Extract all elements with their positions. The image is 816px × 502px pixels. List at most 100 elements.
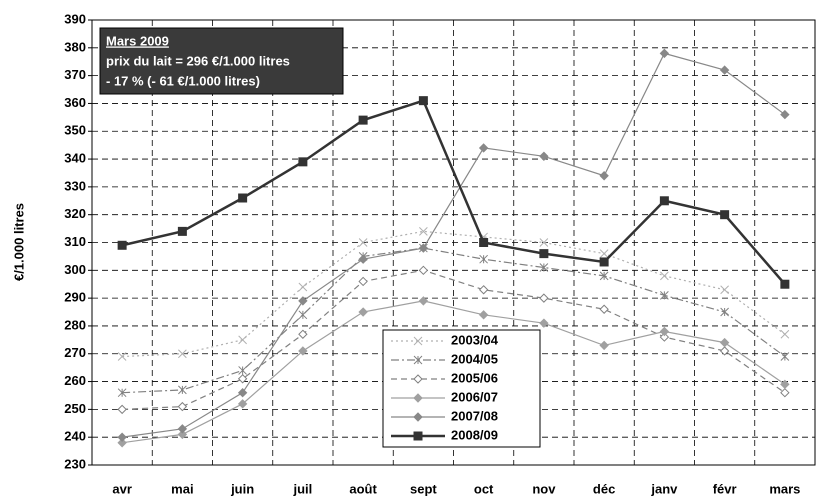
marker	[177, 401, 188, 412]
marker	[660, 290, 669, 300]
marker	[237, 374, 248, 384]
marker	[177, 429, 188, 440]
marker	[238, 335, 247, 345]
legend-label: 2005/06	[451, 370, 498, 385]
legend-label: 2003/04	[451, 332, 499, 347]
annotation-text: prix du lait = 296 €/1.000 litres	[106, 53, 290, 68]
marker	[479, 254, 488, 264]
y-tick-label: 390	[64, 11, 86, 26]
marker	[418, 96, 428, 106]
marker	[117, 352, 127, 361]
x-tick-label: mars	[769, 481, 800, 496]
marker	[298, 157, 308, 167]
marker	[418, 265, 429, 276]
y-tick-label: 240	[64, 429, 86, 444]
x-tick-label: juil	[292, 481, 312, 496]
marker	[238, 193, 248, 203]
marker	[178, 385, 187, 395]
marker	[599, 249, 609, 258]
marker	[479, 238, 489, 247]
marker	[539, 318, 549, 328]
marker	[358, 238, 368, 247]
marker	[478, 285, 489, 295]
marker	[418, 243, 429, 253]
annotation-text: Mars 2009	[106, 33, 169, 48]
y-tick-label: 360	[64, 95, 86, 110]
marker	[659, 196, 669, 206]
marker	[539, 151, 549, 161]
legend-label: 2006/07	[451, 389, 498, 404]
legend-box	[382, 329, 541, 448]
marker	[539, 238, 549, 247]
x-tick-label: nov	[532, 481, 556, 496]
y-tick-label: 370	[64, 67, 86, 82]
marker	[358, 307, 368, 317]
marker	[780, 352, 790, 361]
marker	[599, 340, 609, 351]
marker	[418, 296, 429, 306]
marker	[298, 329, 308, 339]
marker	[177, 226, 187, 236]
marker	[298, 346, 308, 356]
annotation-box	[99, 27, 344, 95]
series-line	[122, 230, 786, 358]
marker	[780, 279, 790, 289]
series-line	[121, 99, 786, 286]
marker	[413, 412, 423, 422]
marker	[413, 431, 423, 441]
y-tick-label: 310	[64, 234, 86, 249]
marker	[599, 271, 609, 281]
marker	[237, 387, 248, 398]
marker	[539, 263, 549, 272]
marker	[358, 276, 368, 287]
marker	[117, 388, 127, 398]
x-tick-label: août	[349, 481, 377, 496]
legend-label: 2004/05	[451, 351, 498, 366]
marker	[539, 293, 549, 303]
marker	[298, 296, 308, 306]
legend-label: 2008/09	[451, 427, 498, 442]
marker	[719, 346, 730, 356]
y-tick-label: 290	[64, 290, 86, 305]
marker	[539, 249, 549, 259]
marker	[599, 171, 609, 181]
x-tick-label: févr	[713, 481, 737, 496]
annotation-text: - 17 % (- 61 €/1.000 litres)	[106, 73, 260, 88]
x-tick-label: mai	[171, 481, 193, 496]
marker	[780, 379, 790, 390]
marker	[237, 399, 248, 409]
marker	[413, 336, 423, 346]
y-tick-label: 280	[64, 317, 86, 332]
y-tick-label: 230	[64, 456, 86, 471]
series-line	[122, 300, 786, 444]
marker	[238, 366, 247, 375]
marker	[720, 210, 730, 220]
marker	[659, 48, 670, 59]
marker	[178, 349, 187, 359]
marker	[719, 337, 730, 348]
marker	[117, 240, 127, 250]
marker	[413, 393, 423, 403]
series-line	[122, 269, 786, 410]
y-tick-label: 250	[64, 401, 86, 416]
x-tick-label: juin	[230, 481, 254, 496]
marker	[413, 374, 423, 384]
marker	[298, 282, 308, 292]
marker	[117, 432, 127, 442]
marker	[599, 257, 609, 267]
y-tick-label: 340	[64, 151, 86, 166]
marker	[660, 271, 669, 281]
marker	[659, 326, 670, 337]
marker	[719, 65, 730, 75]
annotation: Mars 2009 prix du lait = 296 €/1.000 litr…	[99, 27, 344, 95]
x-tick-label: avr	[112, 481, 132, 496]
x-tick-label: déc	[593, 481, 615, 496]
y-tick-label: 270	[64, 345, 86, 360]
marker	[117, 438, 127, 448]
marker	[780, 329, 790, 339]
y-tick-label: 330	[64, 178, 86, 193]
y-axis-label: €/1.000 litres	[11, 203, 26, 281]
marker	[599, 304, 609, 314]
marker	[117, 404, 127, 415]
